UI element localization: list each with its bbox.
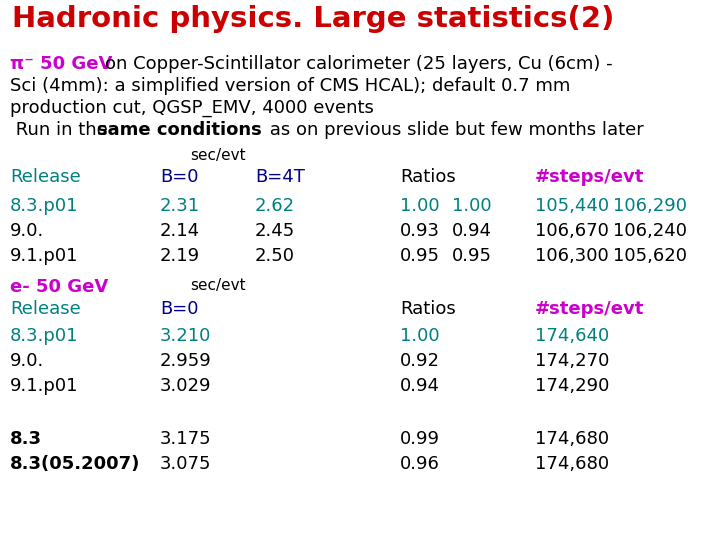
Text: 2.62: 2.62 bbox=[255, 197, 295, 215]
Text: same conditions: same conditions bbox=[97, 121, 262, 139]
Text: #steps/evt: #steps/evt bbox=[535, 168, 644, 186]
Text: 0.95: 0.95 bbox=[452, 247, 492, 265]
Text: production cut, QGSP_EMV, 4000 events: production cut, QGSP_EMV, 4000 events bbox=[10, 99, 374, 117]
Text: 174,290: 174,290 bbox=[535, 377, 609, 395]
Text: Run in the: Run in the bbox=[10, 121, 114, 139]
Text: 0.99: 0.99 bbox=[400, 430, 440, 448]
Text: Release: Release bbox=[10, 168, 81, 186]
Text: sec/evt: sec/evt bbox=[190, 148, 246, 163]
Text: 106,300: 106,300 bbox=[535, 247, 608, 265]
Text: 9.0.: 9.0. bbox=[10, 222, 44, 240]
Text: 1.00: 1.00 bbox=[452, 197, 492, 215]
Text: sec/evt: sec/evt bbox=[190, 278, 246, 293]
Text: 0.96: 0.96 bbox=[400, 455, 440, 473]
Text: as on previous slide but few months later: as on previous slide but few months late… bbox=[264, 121, 644, 139]
Text: 8.3(05.2007): 8.3(05.2007) bbox=[10, 455, 140, 473]
Text: 3.175: 3.175 bbox=[160, 430, 212, 448]
Text: 9.0.: 9.0. bbox=[10, 352, 44, 370]
Text: B=0: B=0 bbox=[160, 168, 199, 186]
Text: Hadronic physics. Large statistics(2): Hadronic physics. Large statistics(2) bbox=[12, 5, 614, 33]
Text: Ratios: Ratios bbox=[400, 168, 456, 186]
Text: Release: Release bbox=[10, 300, 81, 318]
Text: 174,680: 174,680 bbox=[535, 455, 609, 473]
Text: #steps/evt: #steps/evt bbox=[535, 300, 644, 318]
Text: π⁻ 50 GeV: π⁻ 50 GeV bbox=[10, 55, 112, 73]
Text: 106,240: 106,240 bbox=[613, 222, 687, 240]
Text: 2.14: 2.14 bbox=[160, 222, 200, 240]
Text: 174,680: 174,680 bbox=[535, 430, 609, 448]
Text: 9.1.p01: 9.1.p01 bbox=[10, 377, 78, 395]
Text: 1.00: 1.00 bbox=[400, 327, 440, 345]
Text: 2.19: 2.19 bbox=[160, 247, 200, 265]
Text: 174,270: 174,270 bbox=[535, 352, 609, 370]
Text: 9.1.p01: 9.1.p01 bbox=[10, 247, 78, 265]
Text: 106,290: 106,290 bbox=[613, 197, 687, 215]
Text: 2.45: 2.45 bbox=[255, 222, 295, 240]
Text: Ratios: Ratios bbox=[400, 300, 456, 318]
Text: Sci (4mm): a simplified version of CMS HCAL); default 0.7 mm: Sci (4mm): a simplified version of CMS H… bbox=[10, 77, 570, 95]
Text: 106,670: 106,670 bbox=[535, 222, 609, 240]
Text: 1.00: 1.00 bbox=[400, 197, 440, 215]
Text: on Copper-Scintillator calorimeter (25 layers, Cu (6cm) -: on Copper-Scintillator calorimeter (25 l… bbox=[105, 55, 613, 73]
Text: 8.3: 8.3 bbox=[10, 430, 42, 448]
Text: 174,640: 174,640 bbox=[535, 327, 609, 345]
Text: 105,620: 105,620 bbox=[613, 247, 687, 265]
Text: 3.210: 3.210 bbox=[160, 327, 212, 345]
Text: 2.50: 2.50 bbox=[255, 247, 295, 265]
Text: 0.95: 0.95 bbox=[400, 247, 440, 265]
Text: 0.93: 0.93 bbox=[400, 222, 440, 240]
Text: B=4T: B=4T bbox=[255, 168, 305, 186]
Text: 8.3.p01: 8.3.p01 bbox=[10, 197, 78, 215]
Text: B=0: B=0 bbox=[160, 300, 199, 318]
Text: 3.029: 3.029 bbox=[160, 377, 212, 395]
Text: e- 50 GeV: e- 50 GeV bbox=[10, 278, 108, 296]
Text: 2.31: 2.31 bbox=[160, 197, 200, 215]
Text: 105,440: 105,440 bbox=[535, 197, 609, 215]
Text: 0.94: 0.94 bbox=[452, 222, 492, 240]
Text: 0.92: 0.92 bbox=[400, 352, 440, 370]
Text: 3.075: 3.075 bbox=[160, 455, 212, 473]
Text: 2.959: 2.959 bbox=[160, 352, 212, 370]
Text: 8.3.p01: 8.3.p01 bbox=[10, 327, 78, 345]
Text: 0.94: 0.94 bbox=[400, 377, 440, 395]
